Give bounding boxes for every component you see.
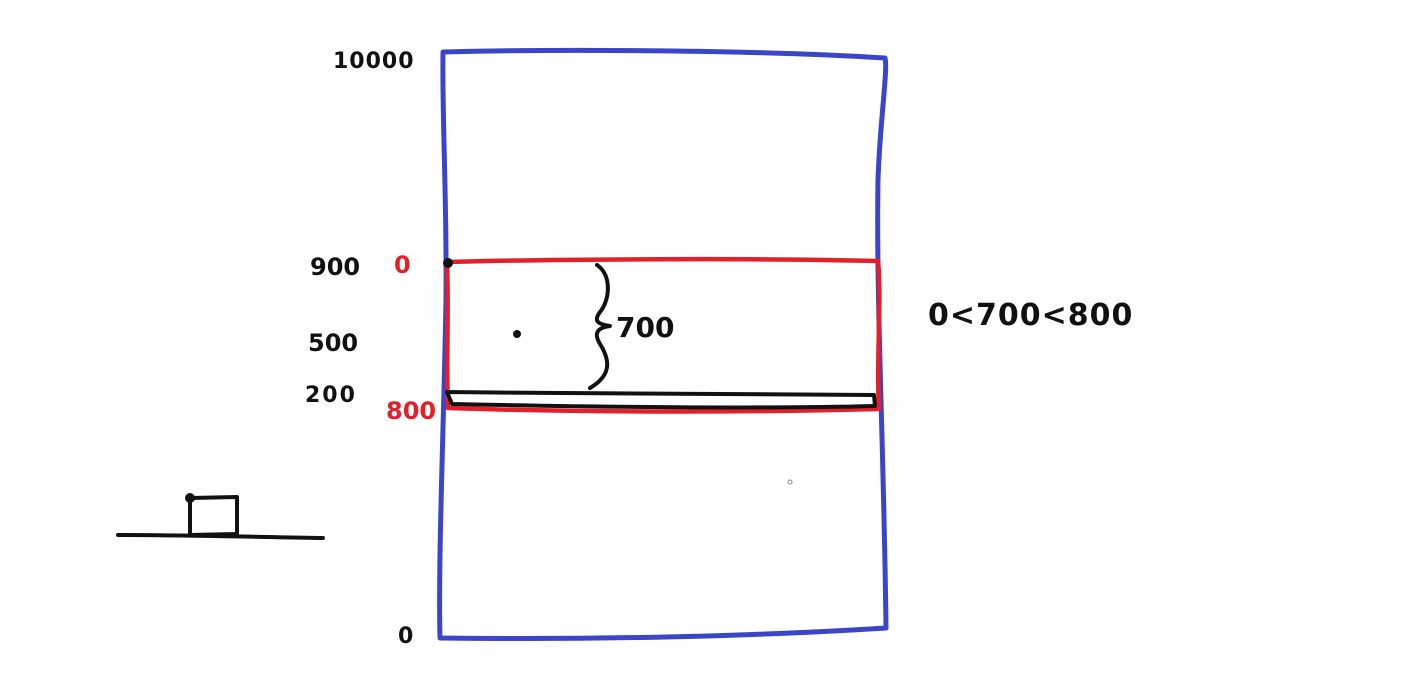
label-200: 200 (305, 383, 357, 408)
outer-range-box (437, 47, 889, 642)
center-dot (513, 330, 521, 338)
curly-brace (588, 263, 612, 390)
bottom-bar (445, 390, 877, 410)
brace-value-label: 700 (616, 311, 674, 344)
inequality-text: 0<700<800 (928, 298, 1133, 333)
ground-sketch (116, 493, 325, 540)
stray-mark (787, 479, 793, 485)
label-900: 900 (310, 253, 360, 281)
corner-dot (443, 258, 453, 268)
label-0-bottom: 0 (398, 624, 413, 649)
label-10000: 10000 (333, 49, 415, 74)
label-red-0: 0 (394, 251, 411, 279)
label-500: 500 (308, 329, 358, 357)
label-red-800: 800 (386, 397, 436, 425)
